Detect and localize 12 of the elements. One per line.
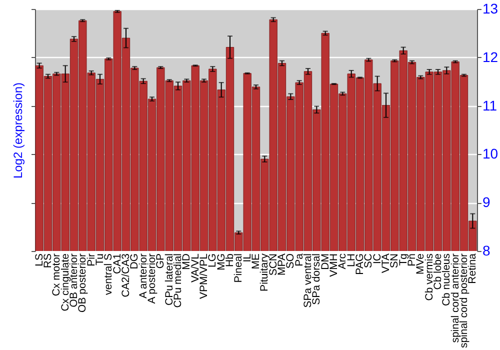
x-tick-label: DG bbox=[128, 254, 141, 270]
y-tick-label: 11 bbox=[482, 97, 498, 114]
y-tick-label: 10 bbox=[482, 146, 498, 162]
y-tick-label: 13 bbox=[482, 0, 498, 16]
x-tick-label: OB posterior bbox=[76, 253, 89, 312]
x-tick-label: Tg bbox=[397, 253, 410, 266]
y-tick-label: 8 bbox=[482, 242, 490, 258]
y-tick-label: 9 bbox=[482, 194, 490, 210]
x-tick-label: A posterior bbox=[146, 253, 158, 304]
y-tick-label: 12 bbox=[482, 48, 498, 65]
y-axis-title: Log2 (expression) bbox=[11, 82, 25, 179]
x-tick-label: RS bbox=[42, 254, 54, 268]
